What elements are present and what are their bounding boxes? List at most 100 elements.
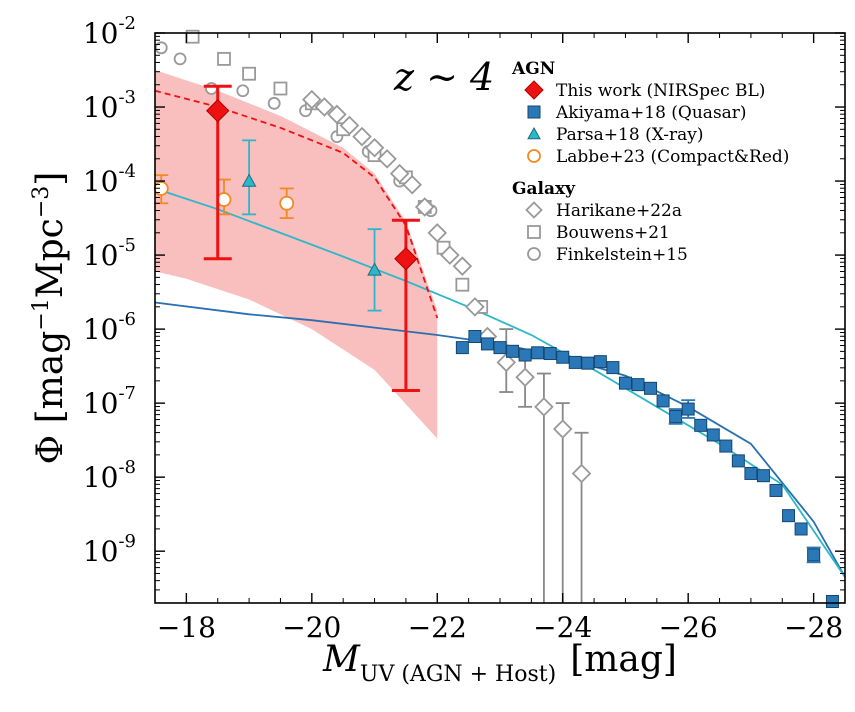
data-point xyxy=(273,81,288,96)
data-point xyxy=(455,277,470,292)
data-point xyxy=(681,402,695,416)
legend-entry-labbe-23-compact-red: Labbe+23 (Compact&Red) xyxy=(527,147,789,167)
data-point xyxy=(571,463,592,484)
y-tick-base: 10 xyxy=(83,313,119,346)
data-point xyxy=(440,245,460,265)
data-point xyxy=(493,341,507,355)
data-point xyxy=(807,548,821,562)
legend-marker xyxy=(527,149,541,163)
data-point xyxy=(468,330,482,344)
data-point xyxy=(339,115,360,136)
data-point xyxy=(216,192,232,207)
data-point xyxy=(402,174,422,195)
y-tick-base: 10 xyxy=(83,535,119,568)
data-point xyxy=(394,247,418,271)
data-point xyxy=(452,256,473,276)
legend-galaxy-heading: Galaxy xyxy=(512,179,576,199)
data-point xyxy=(206,99,230,123)
data-point xyxy=(427,223,448,243)
legend-entry-finkelstein-15: Finkelstein+15 xyxy=(527,245,688,265)
data-point xyxy=(794,522,808,536)
legend-marker xyxy=(527,225,541,239)
data-point xyxy=(568,355,582,369)
legend-entry-this-work-nirspec-bl: This work (NIRSpec BL) xyxy=(524,80,765,101)
y-tick-base: 10 xyxy=(83,239,119,272)
y-tick-label: 10-6 xyxy=(83,309,136,346)
data-point xyxy=(314,97,335,117)
data-point xyxy=(782,509,796,523)
data-markers-layer xyxy=(153,29,839,609)
axis-ticks-layer: −18 −20 −22 −24 −26 −2810-210-310-410-510-610… xyxy=(83,13,846,644)
data-point xyxy=(367,262,382,276)
data-point xyxy=(154,41,168,55)
data-point xyxy=(518,348,532,362)
series-this-work-nirspec-bl xyxy=(203,84,420,393)
data-point xyxy=(694,418,708,432)
y-axis-exp-mag: −1 xyxy=(29,298,54,330)
x-tick-label: −26 xyxy=(659,611,718,644)
y-tick-label: 10-8 xyxy=(83,457,136,494)
y-tick-exponent: -8 xyxy=(118,457,136,478)
data-point xyxy=(534,397,554,417)
y-tick-base: 10 xyxy=(83,165,119,198)
y-axis-exp-mpc: −3 xyxy=(29,186,54,218)
x-tick-label: −28 xyxy=(784,611,843,644)
y-tick-label: 10-7 xyxy=(83,383,136,420)
data-point xyxy=(606,361,620,375)
data-point xyxy=(389,163,410,184)
legend-marker xyxy=(527,247,541,261)
data-point xyxy=(593,355,607,369)
data-point xyxy=(825,595,839,609)
data-point xyxy=(744,466,758,480)
series-akiyama-18-quasar xyxy=(455,330,839,609)
data-point xyxy=(644,381,658,395)
y-tick-exponent: -5 xyxy=(118,235,136,256)
y-tick-exponent: -4 xyxy=(118,161,136,182)
legend: AGN Galaxy This work (NIRSpec BL)Akiyama… xyxy=(511,59,789,265)
legend-marker xyxy=(524,80,544,100)
legend-marker xyxy=(527,105,541,119)
data-point xyxy=(236,84,250,98)
data-point xyxy=(480,337,494,351)
legend-marker xyxy=(525,201,543,219)
data-point xyxy=(241,173,257,187)
data-point xyxy=(543,347,557,361)
data-point xyxy=(719,439,733,453)
y-tick-exponent: -3 xyxy=(118,87,136,108)
data-point xyxy=(631,378,645,392)
series-labbe-23-compact-red xyxy=(153,174,295,219)
y-tick-exponent: -6 xyxy=(118,309,136,330)
series-parsa-18-x-ray xyxy=(241,139,382,312)
y-axis-bracket-open: [ xyxy=(30,409,71,423)
legend-label: This work (NIRSpec BL) xyxy=(556,81,765,101)
data-point xyxy=(756,469,770,483)
y-tick-label: 10-3 xyxy=(83,87,136,124)
legend-label: Parsa+18 (X-ray) xyxy=(556,125,703,145)
legend-agn-heading: AGN xyxy=(511,59,555,79)
y-axis-symbol: Φ xyxy=(30,435,71,465)
data-point xyxy=(556,350,570,364)
y-tick-label: 10-5 xyxy=(83,235,136,272)
x-axis-subscript: UV (AGN + Host) xyxy=(360,662,556,687)
data-point xyxy=(173,52,187,66)
uncertainty-band xyxy=(155,70,438,439)
data-point xyxy=(327,104,347,125)
data-point xyxy=(267,96,281,110)
legend-label: Finkelstein+15 xyxy=(556,245,688,265)
legend-marker xyxy=(527,126,541,140)
data-point xyxy=(352,126,372,147)
data-point xyxy=(465,297,485,317)
y-axis-unit-mpc: Mpc xyxy=(30,218,71,298)
data-point xyxy=(581,356,595,370)
data-point xyxy=(302,89,322,110)
y-tick-label: 10-2 xyxy=(83,13,136,50)
y-tick-label: 10-9 xyxy=(83,531,136,568)
data-point xyxy=(531,346,545,360)
y-tick-base: 10 xyxy=(83,91,119,124)
data-point xyxy=(706,428,720,442)
data-point xyxy=(496,352,517,373)
data-point xyxy=(242,66,256,81)
data-point xyxy=(506,344,520,358)
y-tick-label: 10-4 xyxy=(83,161,136,198)
